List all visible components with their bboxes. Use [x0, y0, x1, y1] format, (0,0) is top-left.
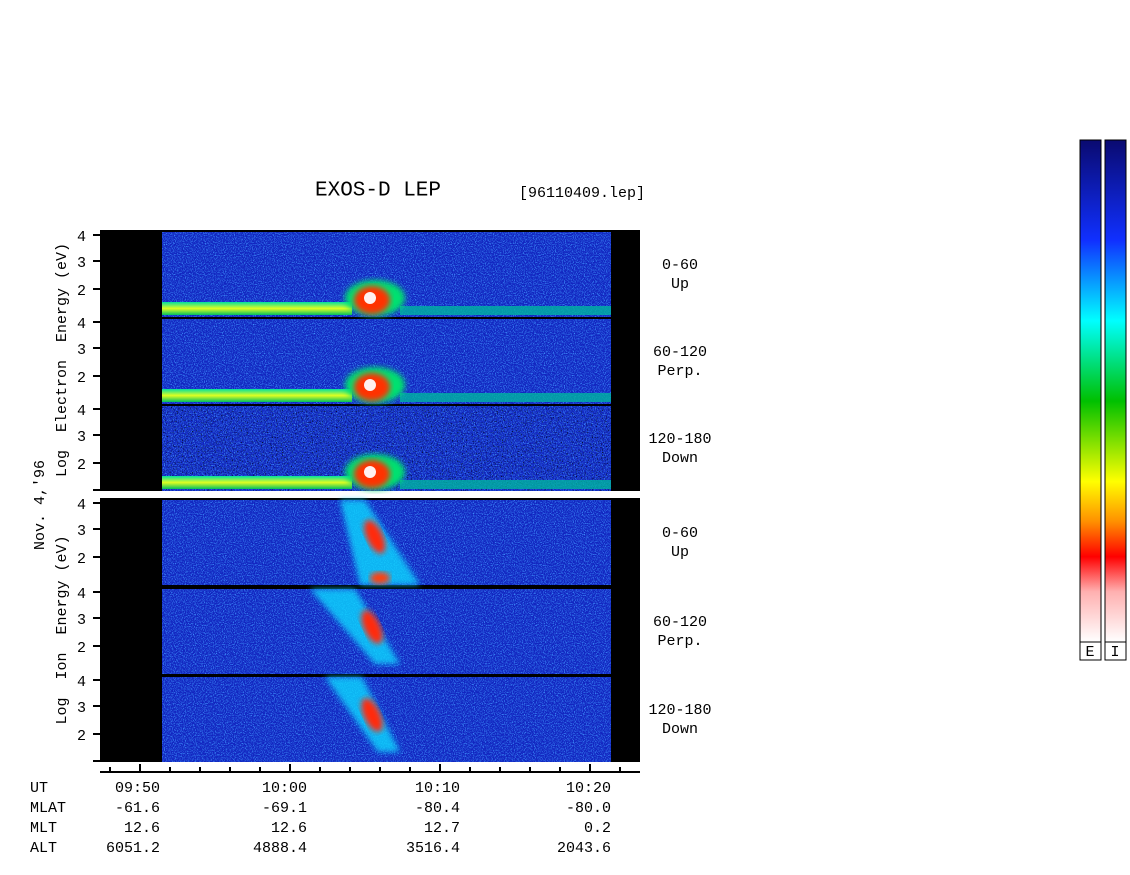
y-tick-label: 4: [77, 403, 86, 420]
row-label: ALT: [30, 840, 57, 857]
row-value: 6051.2: [106, 840, 160, 857]
spectrogram-blob: [361, 698, 383, 732]
y-tick-label: 2: [77, 728, 86, 745]
row-value: 3516.4: [406, 840, 460, 857]
y-tick-label: 3: [77, 429, 86, 446]
colorbar-i-box: [1104, 641, 1127, 661]
y-tick-label: 3: [77, 612, 86, 629]
y-tick-label: 3: [77, 255, 86, 272]
spectrogram-band: [162, 476, 352, 489]
row-value: 10:20: [566, 780, 611, 797]
panel-range: 60-120: [653, 344, 707, 361]
row-value: -61.6: [115, 800, 160, 817]
spectrogram-stripe: [325, 677, 400, 752]
y-tick-label: 4: [77, 674, 86, 691]
ion-axis-label: Log Ion Energy (eV): [54, 535, 71, 724]
row-value: 10:10: [415, 780, 460, 797]
spectrogram-blob: [361, 610, 383, 644]
date: Nov. 4,'96: [32, 460, 49, 550]
panel-direction: Down: [662, 721, 698, 738]
panel-direction: Up: [671, 276, 689, 293]
spectrogram-band: [162, 389, 352, 402]
spectrogram-blob: [364, 466, 376, 478]
y-tick-label: 2: [77, 551, 86, 568]
spectrogram-blob: [364, 520, 386, 554]
spectrogram-band: [400, 480, 611, 489]
row-value: 09:50: [115, 780, 160, 797]
spectrogram-blob: [364, 292, 376, 304]
title: EXOS-D LEP: [315, 180, 441, 203]
row-label: UT: [30, 780, 48, 797]
row-label: MLT: [30, 820, 57, 837]
panel-direction: Perp.: [657, 363, 702, 380]
y-tick-label: 3: [77, 523, 86, 540]
y-tick-label: 2: [77, 370, 86, 387]
panel-direction: Up: [671, 544, 689, 561]
colorbar-e-box: [1079, 641, 1102, 661]
y-tick-label: 4: [77, 586, 86, 603]
y-tick-label: 3: [77, 342, 86, 359]
spectrogram-band: [400, 306, 611, 315]
row-label: MLAT: [30, 800, 66, 817]
y-tick-label: 3: [77, 700, 86, 717]
y-tick-label: 4: [77, 316, 86, 333]
row-value: -80.4: [415, 800, 460, 817]
colorbar-i: [1104, 139, 1127, 643]
y-tick-label: 4: [77, 229, 86, 246]
colorbar-label: I: [1110, 644, 1119, 661]
y-tick-label: 2: [77, 283, 86, 300]
panel-range: 120-180: [648, 702, 711, 719]
spectrogram-stripe: [310, 589, 400, 664]
colorbar-e: [1079, 139, 1102, 643]
row-value: -69.1: [262, 800, 307, 817]
panel-range: 0-60: [662, 525, 698, 542]
panel-range: 0-60: [662, 257, 698, 274]
y-tick-label: 2: [77, 640, 86, 657]
spectrogram-blob: [370, 572, 390, 584]
panel-range: 60-120: [653, 614, 707, 631]
panel-direction: Perp.: [657, 633, 702, 650]
y-tick-label: 2: [77, 457, 86, 474]
row-value: 12.7: [424, 820, 460, 837]
panel-direction: Down: [662, 450, 698, 467]
row-value: 2043.6: [557, 840, 611, 857]
row-value: 0.2: [584, 820, 611, 837]
row-value: 12.6: [271, 820, 307, 837]
spectrogram-band: [162, 302, 352, 315]
row-value: 12.6: [124, 820, 160, 837]
row-value: 4888.4: [253, 840, 307, 857]
row-value: -80.0: [566, 800, 611, 817]
colorbar-label: E: [1085, 644, 1094, 661]
y-tick-label: 4: [77, 497, 86, 514]
spectrogram-band: [400, 393, 611, 402]
row-value: 10:00: [262, 780, 307, 797]
spectrogram-blob: [364, 379, 376, 391]
panel-range: 120-180: [648, 431, 711, 448]
electron-axis-label: Log Electron Energy (eV): [54, 243, 71, 477]
file-name: [96110409.lep]: [519, 185, 645, 202]
